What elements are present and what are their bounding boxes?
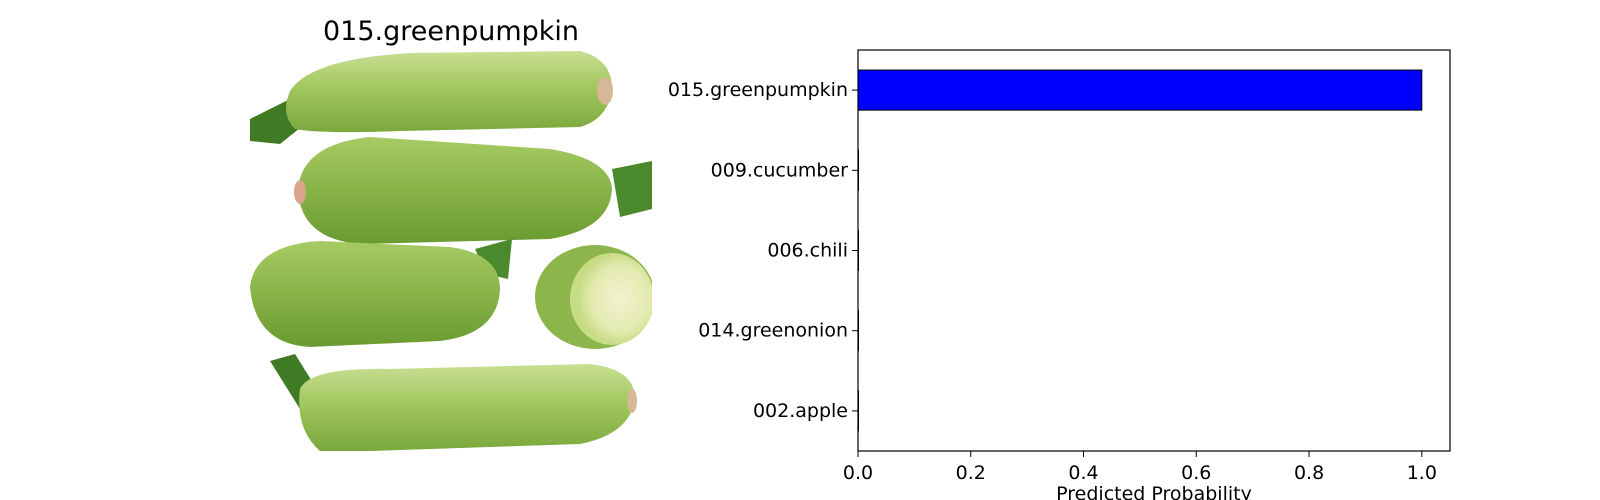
image-title: 015.greenpumpkin	[322, 16, 580, 47]
y-tick-label: 006.chili	[767, 240, 848, 262]
x-tick-label: 0.8	[1294, 462, 1324, 484]
y-tick-label: 002.apple	[753, 400, 848, 422]
x-tick-label: 0.4	[1068, 462, 1098, 484]
y-tick-label: 015.greenpumpkin	[668, 79, 848, 101]
x-tick-label: 0.0	[843, 462, 873, 484]
x-tick-label: 1.0	[1407, 462, 1437, 484]
x-axis-label: Predicted Probability	[1056, 483, 1252, 500]
y-tick-label: 009.cucumber	[711, 159, 849, 181]
bar-015-greenpumpkin	[857, 69, 1423, 111]
x-tick-label: 0.6	[1181, 462, 1211, 484]
y-tick-label: 014.greenonion	[698, 320, 848, 342]
x-tick-label: 0.2	[956, 462, 986, 484]
zucchini-photo	[250, 49, 652, 451]
